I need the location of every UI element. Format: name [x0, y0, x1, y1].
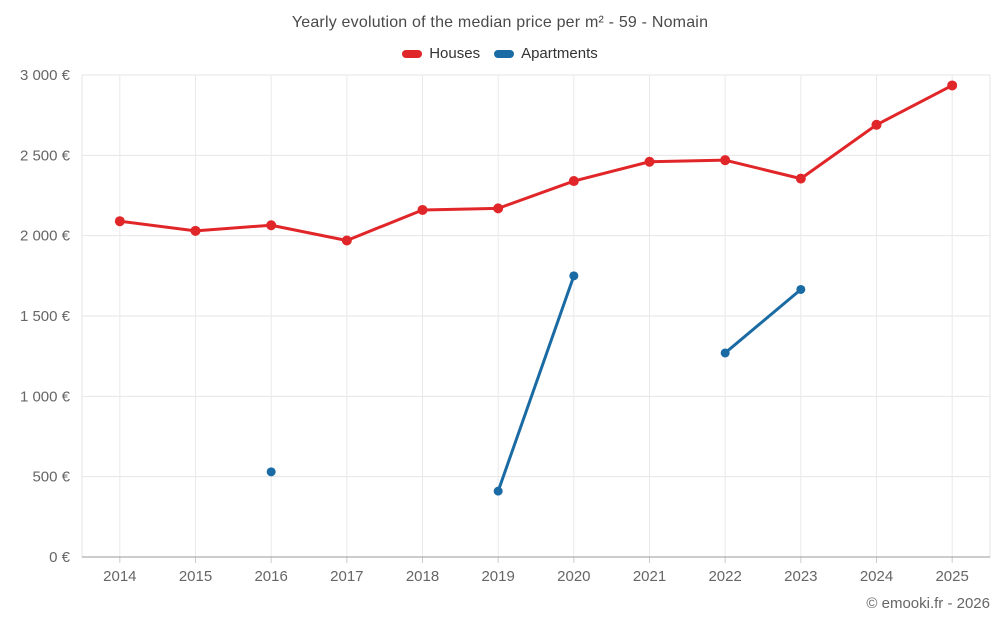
apartments-point-2016[interactable] — [266, 467, 276, 477]
x-axis-label: 2023 — [784, 568, 817, 585]
apartments-point-2019[interactable] — [493, 486, 503, 496]
y-axis-label: 2 000 € — [20, 228, 71, 245]
x-axis-label: 2014 — [103, 568, 136, 585]
apartments-legend-marker — [494, 49, 515, 58]
houses-point-2016[interactable] — [266, 220, 277, 231]
y-axis-label: 0 € — [49, 549, 71, 566]
x-axis-label: 2015 — [179, 568, 212, 585]
houses-point-2021[interactable] — [644, 156, 655, 167]
y-axis-label: 1 000 € — [20, 388, 71, 405]
apartments-point-2022[interactable] — [720, 348, 730, 358]
houses-point-2017[interactable] — [341, 235, 352, 246]
houses-legend-marker — [402, 49, 423, 58]
legend-item-houses[interactable]: Houses — [402, 45, 480, 62]
x-axis-label: 2020 — [557, 568, 590, 585]
apartments-legend-label: Apartments — [521, 45, 598, 62]
houses-point-2022[interactable] — [720, 155, 731, 166]
y-axis-label: 500 € — [32, 469, 70, 486]
x-axis-label: 2016 — [254, 568, 287, 585]
chart-legend: Houses Apartments — [0, 45, 1000, 62]
houses-point-2014[interactable] — [114, 216, 125, 227]
houses-point-2019[interactable] — [493, 203, 504, 214]
houses-point-2023[interactable] — [795, 173, 806, 184]
x-axis-label: 2025 — [935, 568, 968, 585]
x-axis-label: 2022 — [708, 568, 741, 585]
x-axis-label: 2017 — [330, 568, 363, 585]
apartments-line — [496, 274, 576, 493]
houses-line — [118, 83, 954, 242]
houses-legend-label: Houses — [429, 45, 481, 62]
y-axis-label: 3 000 € — [20, 67, 71, 84]
houses-point-2024[interactable] — [871, 119, 882, 130]
x-axis-label: 2019 — [481, 568, 514, 585]
x-axis-label: 2024 — [860, 568, 893, 585]
houses-point-2020[interactable] — [568, 176, 579, 187]
x-axis-label: 2018 — [406, 568, 439, 585]
houses-point-2018[interactable] — [417, 204, 428, 215]
y-axis-label: 2 500 € — [20, 147, 71, 164]
houses-point-2015[interactable] — [190, 225, 201, 236]
apartments-line — [723, 287, 803, 355]
x-axis-label: 2021 — [633, 568, 666, 585]
legend-item-apartments[interactable]: Apartments — [494, 45, 598, 62]
copyright-footer: © emooki.fr - 2026 — [866, 595, 990, 612]
apartments-point-2020[interactable] — [569, 271, 579, 281]
chart-title: Yearly evolution of the median price per… — [291, 14, 709, 31]
apartments-point-2023[interactable] — [796, 284, 806, 294]
houses-point-2025[interactable] — [947, 80, 958, 91]
y-axis-label: 1 500 € — [20, 308, 71, 325]
